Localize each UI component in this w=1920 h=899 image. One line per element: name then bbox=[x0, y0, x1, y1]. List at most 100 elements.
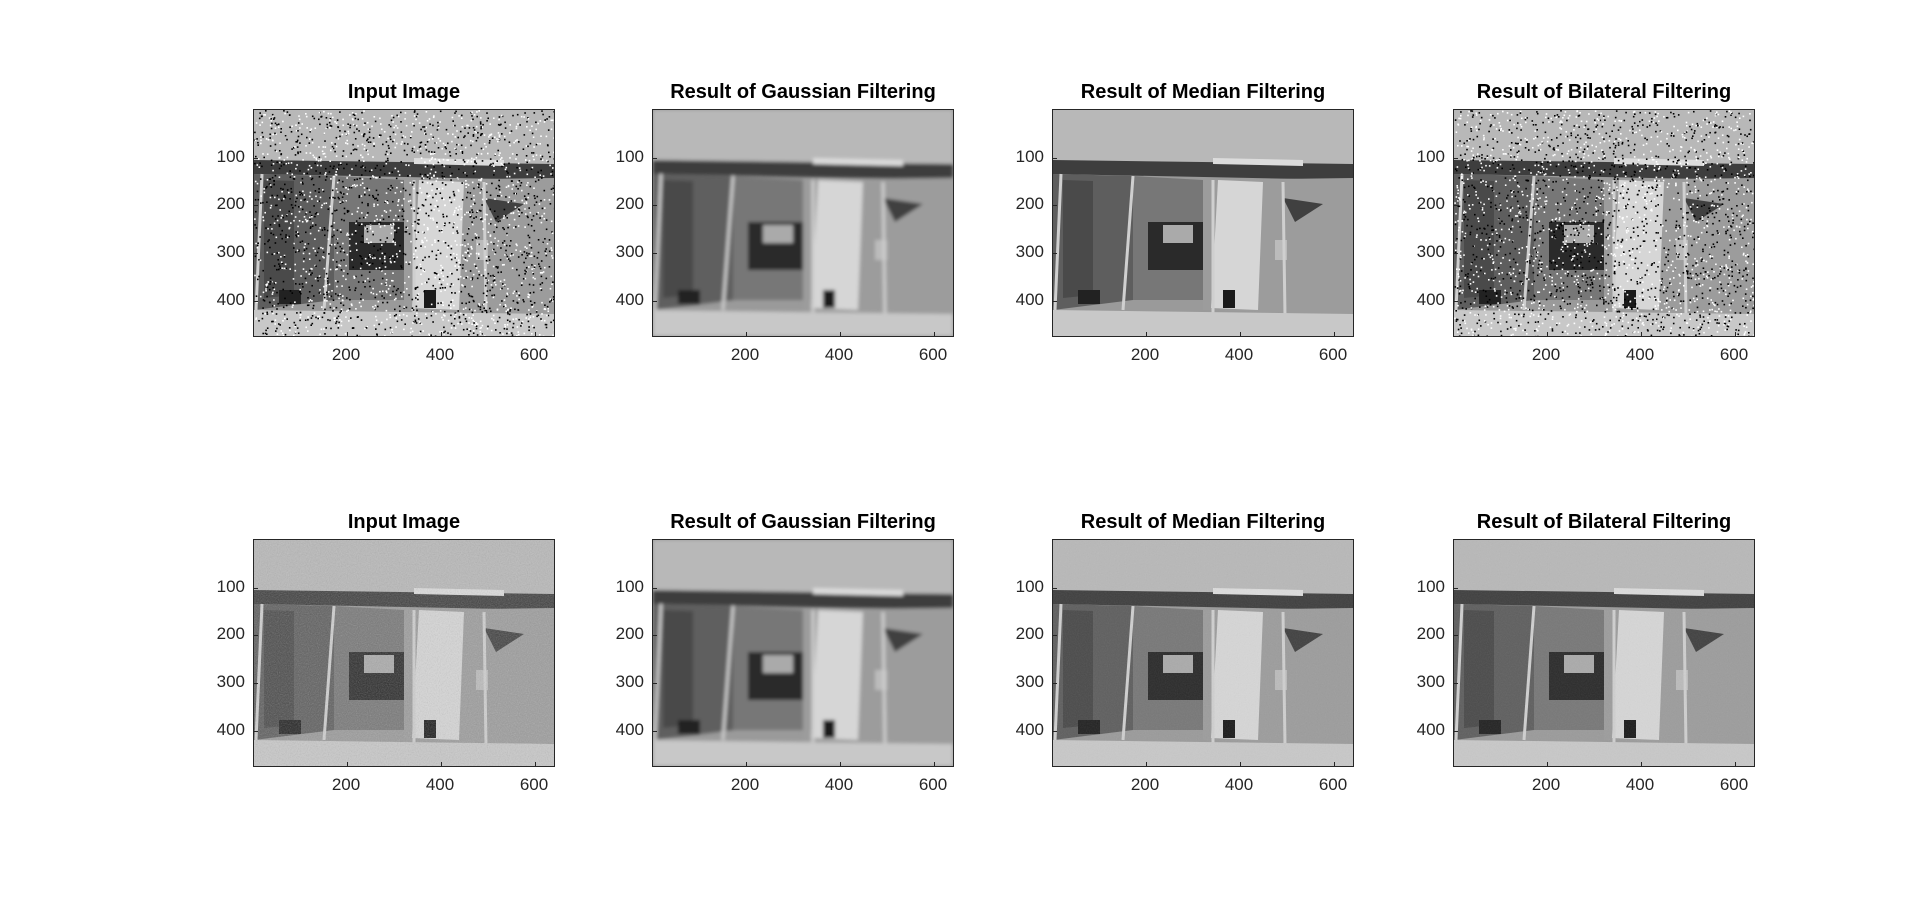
x-tick-label: 200 bbox=[1130, 345, 1160, 364]
x-tick-mark bbox=[441, 332, 442, 336]
x-tick-label: 600 bbox=[1318, 345, 1348, 364]
y-tick-label: 200 bbox=[1416, 194, 1445, 213]
x-tick-label: 200 bbox=[331, 345, 361, 364]
x-tick-label: 600 bbox=[918, 345, 948, 364]
panel-title: Input Image bbox=[347, 511, 461, 533]
x-tick-label: 600 bbox=[918, 775, 948, 794]
x-tick-label: 600 bbox=[519, 775, 549, 794]
x-tick-label: 400 bbox=[1224, 345, 1254, 364]
image-render bbox=[653, 540, 953, 766]
panel-title: Result of Gaussian Filtering bbox=[670, 511, 936, 533]
y-tick-mark bbox=[1454, 301, 1458, 302]
y-tick-mark bbox=[1454, 253, 1458, 254]
y-tick-label: 200 bbox=[1015, 624, 1044, 643]
x-tick-label: 600 bbox=[1318, 775, 1348, 794]
y-tick-label: 200 bbox=[216, 624, 245, 643]
y-tick-mark bbox=[1454, 205, 1458, 206]
y-tick-mark bbox=[1454, 158, 1458, 159]
panel-input-gaussian: Input Image 100 200 300 400 200 400 600 bbox=[217, 511, 555, 794]
panel-bilateral-gaussian: Result of Bilateral Filtering 100 200 300 4… bbox=[1417, 511, 1755, 794]
image-render bbox=[1454, 540, 1754, 766]
salt-pepper-noise bbox=[254, 110, 554, 336]
y-tick-label: 100 bbox=[615, 147, 644, 166]
y-tick-mark bbox=[1053, 205, 1057, 206]
y-tick-label: 400 bbox=[216, 720, 245, 739]
x-tick-mark bbox=[1735, 762, 1736, 766]
x-tick-label: 400 bbox=[824, 775, 854, 794]
panel-median-gaussian: Result of Median Filtering 100 200 300 400 2… bbox=[1016, 511, 1354, 794]
x-tick-mark bbox=[441, 762, 442, 766]
y-tick-mark bbox=[653, 588, 657, 589]
y-tick-mark bbox=[1053, 683, 1057, 684]
y-tick-mark bbox=[254, 205, 258, 206]
image-axes bbox=[1453, 109, 1755, 337]
x-tick-label: 400 bbox=[425, 775, 455, 794]
x-tick-mark bbox=[1641, 332, 1642, 336]
panel-bilateral-sp: Result of Bilateral Filtering 100 200 300 4… bbox=[1417, 81, 1755, 364]
y-tick-label: 100 bbox=[216, 147, 245, 166]
x-tick-label: 400 bbox=[425, 345, 455, 364]
panel-title: Result of Bilateral Filtering bbox=[1476, 81, 1732, 103]
y-tick-label: 100 bbox=[1416, 147, 1445, 166]
x-tick-label: 200 bbox=[1130, 775, 1160, 794]
image-axes bbox=[652, 539, 954, 767]
image-axes bbox=[1052, 539, 1354, 767]
y-tick-mark bbox=[1454, 731, 1458, 732]
x-tick-mark bbox=[1334, 762, 1335, 766]
scene bbox=[653, 540, 953, 766]
x-tick-mark bbox=[1240, 332, 1241, 336]
y-tick-mark bbox=[1053, 253, 1057, 254]
y-tick-mark bbox=[1053, 158, 1057, 159]
image-axes bbox=[253, 109, 555, 337]
panel-title: Result of Median Filtering bbox=[1080, 511, 1326, 533]
y-tick-label: 300 bbox=[615, 242, 644, 261]
panel-title: Result of Bilateral Filtering bbox=[1476, 511, 1732, 533]
y-tick-label: 100 bbox=[1015, 147, 1044, 166]
y-tick-mark bbox=[653, 158, 657, 159]
image-axes bbox=[1052, 109, 1354, 337]
panel-input-sp: Input Image 100 200 300 400 200 400 600 bbox=[217, 81, 555, 364]
y-tick-mark bbox=[653, 301, 657, 302]
y-tick-label: 300 bbox=[216, 672, 245, 691]
image-axes bbox=[253, 539, 555, 767]
y-tick-label: 200 bbox=[1416, 624, 1445, 643]
image-render bbox=[653, 110, 953, 336]
x-tick-label: 200 bbox=[730, 345, 760, 364]
x-tick-mark bbox=[1547, 332, 1548, 336]
y-tick-mark bbox=[254, 635, 258, 636]
y-tick-mark bbox=[1454, 635, 1458, 636]
panel-gaussian-sp: Result of Gaussian Filtering 100 200 300 40… bbox=[616, 81, 954, 364]
image-render bbox=[254, 110, 554, 336]
y-tick-label: 300 bbox=[1416, 672, 1445, 691]
y-tick-label: 400 bbox=[1416, 720, 1445, 739]
y-tick-mark bbox=[1053, 588, 1057, 589]
y-tick-label: 100 bbox=[216, 577, 245, 596]
y-tick-mark bbox=[653, 683, 657, 684]
x-tick-label: 600 bbox=[1719, 775, 1749, 794]
x-tick-mark bbox=[347, 332, 348, 336]
y-tick-label: 400 bbox=[1015, 720, 1044, 739]
y-tick-mark bbox=[254, 588, 258, 589]
y-tick-label: 400 bbox=[1416, 290, 1445, 309]
y-tick-label: 400 bbox=[1015, 290, 1044, 309]
y-tick-label: 200 bbox=[615, 194, 644, 213]
x-tick-label: 200 bbox=[1531, 345, 1561, 364]
y-tick-mark bbox=[1454, 588, 1458, 589]
y-tick-label: 200 bbox=[615, 624, 644, 643]
x-tick-label: 400 bbox=[1224, 775, 1254, 794]
x-tick-mark bbox=[535, 332, 536, 336]
x-tick-label: 200 bbox=[1531, 775, 1561, 794]
y-tick-label: 100 bbox=[1015, 577, 1044, 596]
image-render bbox=[254, 540, 554, 766]
y-tick-mark bbox=[1053, 301, 1057, 302]
y-tick-mark bbox=[254, 158, 258, 159]
image-axes bbox=[1453, 539, 1755, 767]
y-tick-mark bbox=[653, 205, 657, 206]
y-tick-label: 300 bbox=[1015, 672, 1044, 691]
y-tick-label: 100 bbox=[1416, 577, 1445, 596]
y-tick-mark bbox=[254, 301, 258, 302]
y-tick-mark bbox=[1053, 731, 1057, 732]
x-tick-mark bbox=[840, 762, 841, 766]
x-tick-mark bbox=[746, 762, 747, 766]
y-tick-mark bbox=[653, 635, 657, 636]
